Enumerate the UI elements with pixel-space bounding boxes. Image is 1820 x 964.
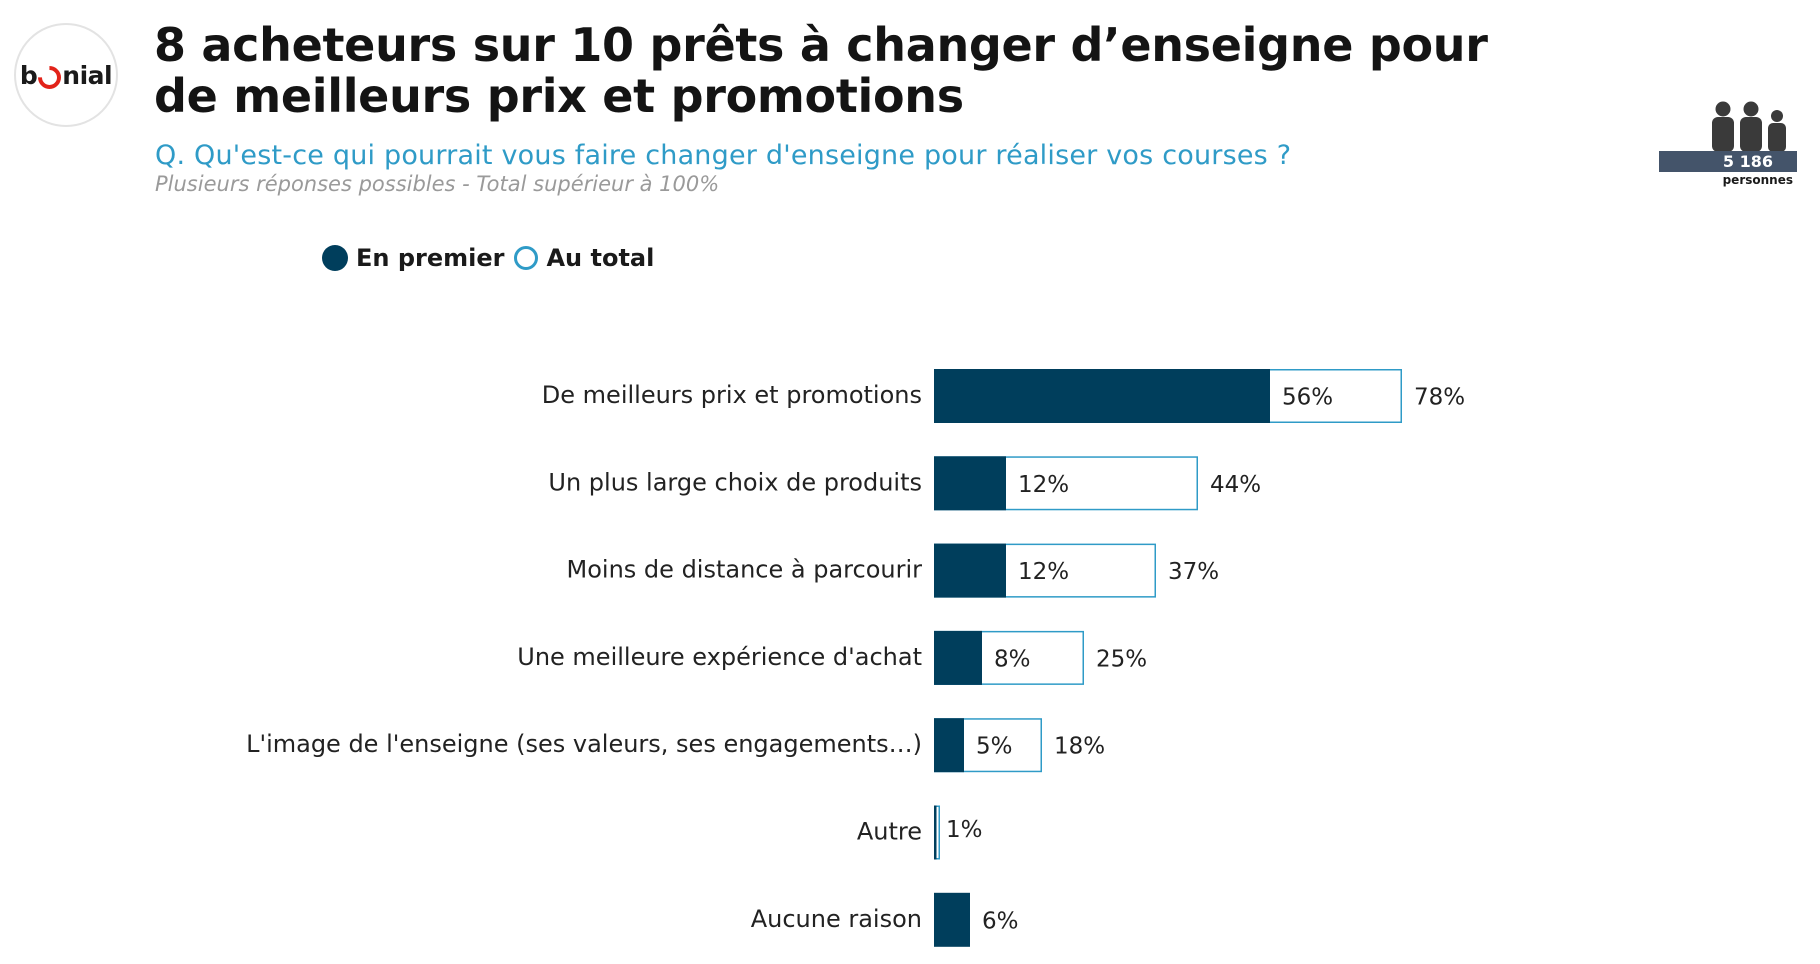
- sample-caption: personnes: [1722, 173, 1793, 187]
- bonial-logo: b nial: [14, 23, 118, 127]
- legend-label-total: Au total: [546, 244, 655, 272]
- category-label: Aucune raison: [751, 905, 922, 933]
- bar-first: [934, 369, 1270, 423]
- value-label-first: 5%: [976, 734, 1013, 760]
- value-label-total: 44%: [1210, 472, 1261, 498]
- category-label: Un plus large choix de produits: [548, 468, 922, 496]
- bar-first: [934, 630, 982, 685]
- value-label-first: 56%: [1282, 385, 1333, 411]
- bar-first: [934, 892, 970, 947]
- value-label-total: 37%: [1168, 559, 1219, 585]
- logo-text-left: b: [19, 60, 38, 90]
- category-label: L'image de l'enseigne (ses valeurs, ses …: [246, 730, 922, 758]
- category-label: Autre: [857, 818, 922, 846]
- legend-item-total: Au total: [514, 244, 654, 272]
- category-label: Une meilleure expérience d'achat: [517, 643, 922, 671]
- bar-first: [934, 543, 1006, 598]
- value-label-first: 12%: [1018, 472, 1069, 498]
- legend-label-first: En premier: [356, 244, 505, 272]
- sample-count: 5 186: [1659, 151, 1797, 172]
- sample-size-badge: 5 186 personnes: [1659, 100, 1799, 190]
- survey-question: Q. Qu'est-ce qui pourrait vous faire cha…: [155, 140, 1292, 171]
- page-title: 8 acheteurs sur 10 prêts à changer d’ens…: [154, 18, 1488, 123]
- legend-item-first: En premier: [322, 244, 504, 272]
- logo-text-right: nial: [62, 60, 113, 90]
- value-label-total: 25%: [1096, 646, 1147, 672]
- legend-swatch-first: [322, 245, 348, 271]
- value-label-first: 12%: [1018, 559, 1069, 585]
- legend-swatch-total: [514, 246, 539, 270]
- value-label-first: 8%: [994, 646, 1031, 672]
- bar-total-marker: [934, 805, 937, 860]
- category-label: De meilleurs prix et promotions: [542, 381, 922, 409]
- chart-legend: En premier Au total: [322, 244, 664, 272]
- value-label-first: 6%: [982, 908, 1019, 934]
- bar-first: [934, 718, 964, 773]
- category-label: Moins de distance à parcourir: [567, 556, 923, 584]
- people-group-icon: [1712, 101, 1786, 152]
- value-label-total: 1%: [946, 817, 983, 843]
- survey-note: Plusieurs réponses possibles - Total sup…: [155, 172, 720, 196]
- value-label-total: 78%: [1414, 385, 1465, 411]
- value-label-total: 18%: [1054, 734, 1105, 760]
- bar-first: [934, 456, 1006, 511]
